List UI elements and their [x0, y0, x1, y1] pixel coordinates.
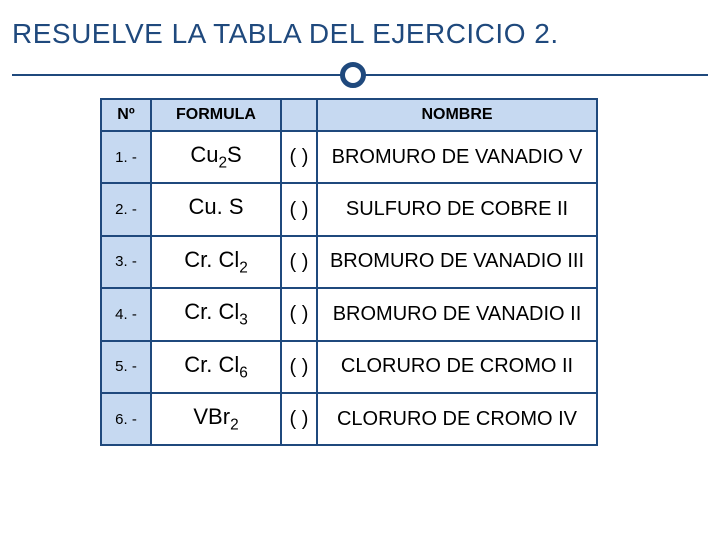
- cell-number: 1. -: [101, 131, 151, 183]
- cell-paren: ( ): [281, 341, 317, 393]
- formula-sub: 6: [239, 364, 248, 381]
- page-title: RESUELVE LA TABLA DEL EJERCICIO 2.: [0, 0, 720, 58]
- table-row: 4. - Cr. Cl3 ( ) BROMURO DE VANADIO II: [101, 288, 597, 340]
- exercise-table: Nº FORMULA NOMBRE 1. - Cu2S ( ) BROMURO …: [100, 98, 598, 446]
- table-row: 1. - Cu2S ( ) BROMURO DE VANADIO V: [101, 131, 597, 183]
- col-header-paren: [281, 99, 317, 131]
- cell-paren: ( ): [281, 393, 317, 445]
- title-separator: [0, 58, 720, 92]
- cell-number: 4. -: [101, 288, 151, 340]
- formula-sub: 2: [239, 259, 248, 276]
- cell-formula: Cr. Cl6: [151, 341, 281, 393]
- cell-number: 3. -: [101, 236, 151, 288]
- table-body: 1. - Cu2S ( ) BROMURO DE VANADIO V 2. - …: [101, 131, 597, 445]
- formula-main: Cu: [190, 142, 218, 167]
- cell-formula: Cu2S: [151, 131, 281, 183]
- separator-circle-icon: [340, 62, 366, 88]
- formula-tail: S: [227, 142, 242, 167]
- table-header-row: Nº FORMULA NOMBRE: [101, 99, 597, 131]
- formula-main: Cr. Cl: [184, 299, 239, 324]
- table-row: 6. - VBr2 ( ) CLORURO DE CROMO IV: [101, 393, 597, 445]
- formula-main: Cu. S: [188, 194, 243, 219]
- cell-name: BROMURO DE VANADIO III: [317, 236, 597, 288]
- cell-number: 2. -: [101, 183, 151, 235]
- cell-name: BROMURO DE VANADIO II: [317, 288, 597, 340]
- cell-name: CLORURO DE CROMO IV: [317, 393, 597, 445]
- formula-main: Cr. Cl: [184, 352, 239, 377]
- cell-formula: Cu. S: [151, 183, 281, 235]
- cell-formula: Cr. Cl2: [151, 236, 281, 288]
- cell-paren: ( ): [281, 183, 317, 235]
- table-row: 2. - Cu. S ( ) SULFURO DE COBRE II: [101, 183, 597, 235]
- cell-name: SULFURO DE COBRE II: [317, 183, 597, 235]
- formula-sub: 2: [218, 154, 227, 171]
- formula-sub: 2: [230, 416, 239, 433]
- col-header-number: Nº: [101, 99, 151, 131]
- cell-formula: VBr2: [151, 393, 281, 445]
- table-row: 3. - Cr. Cl2 ( ) BROMURO DE VANADIO III: [101, 236, 597, 288]
- formula-main: Cr. Cl: [184, 247, 239, 272]
- table-row: 5. - Cr. Cl6 ( ) CLORURO DE CROMO II: [101, 341, 597, 393]
- cell-name: BROMURO DE VANADIO V: [317, 131, 597, 183]
- cell-paren: ( ): [281, 131, 317, 183]
- cell-paren: ( ): [281, 288, 317, 340]
- table-container: Nº FORMULA NOMBRE 1. - Cu2S ( ) BROMURO …: [0, 98, 720, 446]
- formula-sub: 3: [239, 312, 248, 329]
- cell-name: CLORURO DE CROMO II: [317, 341, 597, 393]
- cell-formula: Cr. Cl3: [151, 288, 281, 340]
- cell-number: 5. -: [101, 341, 151, 393]
- col-header-formula: FORMULA: [151, 99, 281, 131]
- cell-paren: ( ): [281, 236, 317, 288]
- cell-number: 6. -: [101, 393, 151, 445]
- col-header-name: NOMBRE: [317, 99, 597, 131]
- formula-main: VBr: [193, 404, 230, 429]
